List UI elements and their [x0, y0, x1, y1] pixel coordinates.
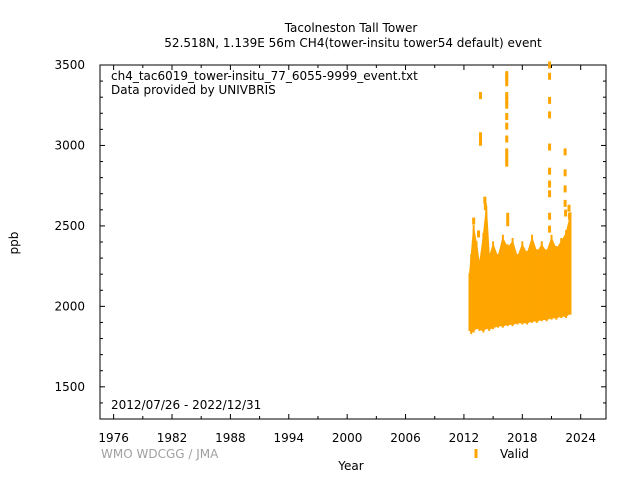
provider-label: Data provided by UNIVBRIS [111, 83, 276, 97]
data-point [563, 169, 567, 177]
x-tick-label: 1988 [215, 431, 246, 445]
x-tick-label: 2006 [390, 431, 421, 445]
file-label: ch4_tac6019_tower-insitu_77_6055-9999_ev… [111, 69, 418, 83]
data-point [505, 79, 509, 87]
x-tick-label: 2000 [332, 431, 363, 445]
data-point [564, 209, 568, 217]
data-point [548, 72, 552, 80]
x-tick-label: 1994 [274, 431, 305, 445]
data-point [505, 96, 509, 104]
legend-label: Valid [500, 447, 529, 461]
data-point [548, 180, 552, 188]
data-point [505, 122, 509, 130]
y-axis-label: ppb [7, 232, 21, 255]
data-point [506, 212, 510, 220]
data-point [548, 167, 552, 175]
data-point [478, 92, 482, 100]
data-point [478, 138, 482, 146]
data-point [548, 61, 552, 69]
data-point [505, 135, 509, 143]
data-point [505, 101, 509, 109]
legend: Valid [474, 447, 529, 461]
data-point [548, 190, 552, 198]
x-axis: 1976 1982 1988 1994 2000 2006 2012 2018 2024 [98, 65, 596, 445]
data-point [505, 148, 509, 156]
y-tick-label: 2000 [54, 299, 85, 313]
data-point [505, 112, 509, 120]
plot-frame [99, 64, 607, 420]
date-range-label: 2012/07/26 - 2022/12/31 [111, 398, 261, 412]
credit-label: WMO WDCGG / JMA [101, 447, 219, 461]
data-point [505, 159, 509, 167]
chart-subtitle: 52.518N, 1.139E 56m CH4(tower-insitu tow… [164, 36, 542, 50]
data-point [506, 219, 510, 227]
y-tick-label: 3000 [54, 138, 85, 152]
data-point [505, 74, 509, 82]
y-tick-label: 1500 [54, 380, 85, 394]
data-point [478, 132, 482, 140]
x-tick-label: 2018 [507, 431, 538, 445]
data-point [477, 230, 481, 238]
data-point [505, 154, 509, 162]
data-point [563, 199, 567, 207]
data-point [563, 148, 567, 156]
y-axis: 1500 2000 2500 3000 3500 [54, 58, 606, 420]
x-axis-label: Year [337, 459, 363, 473]
data-point [568, 212, 572, 220]
data-point [472, 217, 476, 225]
data-point [563, 185, 567, 193]
y-tick-label: 2500 [54, 219, 85, 233]
data-point [567, 204, 571, 212]
data-point [483, 203, 487, 211]
y-tick-label: 3500 [54, 58, 85, 72]
data-point [548, 143, 552, 151]
data-point [548, 111, 552, 119]
data-point [548, 96, 552, 104]
x-tick-label: 2024 [565, 431, 596, 445]
data-layer [468, 61, 572, 335]
x-tick-label: 1982 [157, 431, 188, 445]
chart-title: Tacolneston Tall Tower [284, 21, 418, 35]
data-point [548, 212, 552, 220]
data-point [548, 225, 552, 233]
x-tick-label: 1976 [98, 431, 129, 445]
legend-marker [474, 449, 478, 458]
data-point [483, 196, 487, 204]
data-point [505, 92, 509, 100]
x-tick-label: 2012 [449, 431, 480, 445]
